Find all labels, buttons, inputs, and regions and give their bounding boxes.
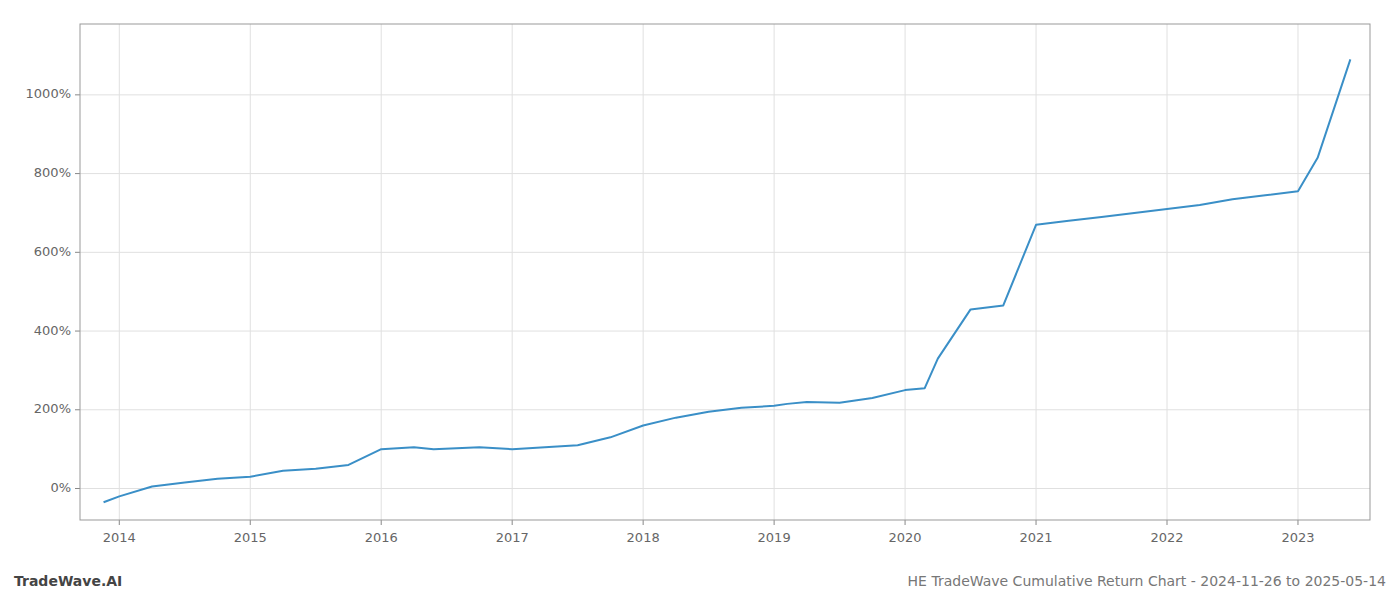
y-grid-line <box>80 488 1370 489</box>
x-tick-label: 2023 <box>1281 530 1314 545</box>
x-tick <box>1167 520 1168 525</box>
x-grid-line <box>905 24 906 520</box>
x-tick <box>1297 520 1298 525</box>
y-tick <box>75 409 80 410</box>
x-grid-line <box>643 24 644 520</box>
x-tick <box>381 520 382 525</box>
line <box>104 59 1351 502</box>
axes: 0% 200% 400% 600% 800% 1000% 2014 2015 2016 2017 2… <box>26 24 1370 545</box>
y-tick-label: 800% <box>34 165 71 180</box>
x-grid-line <box>381 24 382 520</box>
x-tick-label: 2022 <box>1150 530 1183 545</box>
plot-frame <box>80 24 1370 520</box>
x-tick-label: 2017 <box>496 530 529 545</box>
x-grid-line <box>512 24 513 520</box>
x-tick-label: 2018 <box>627 530 660 545</box>
y-grid-line <box>80 331 1370 332</box>
y-tick <box>75 331 80 332</box>
x-tick-label: 2016 <box>365 530 398 545</box>
y-tick <box>75 252 80 253</box>
y-grid-line <box>80 252 1370 253</box>
x-tick <box>119 520 120 525</box>
x-tick <box>1036 520 1037 525</box>
x-tick <box>512 520 513 525</box>
x-tick-label: 2021 <box>1019 530 1052 545</box>
x-tick <box>250 520 251 525</box>
x-tick <box>774 520 775 525</box>
x-grid-line <box>774 24 775 520</box>
title: HE TradeWave Cumulative Return Chart - 2… <box>908 573 1386 589</box>
y-tick <box>75 488 80 489</box>
x-tick-label: 2015 <box>234 530 267 545</box>
x-grid-line <box>1036 24 1037 520</box>
y-tick <box>75 94 80 95</box>
x-grid-line <box>1167 24 1168 520</box>
x-tick-label: 2020 <box>889 530 922 545</box>
y-tick-label: 200% <box>34 401 71 416</box>
y-tick-label: 0% <box>50 480 71 495</box>
y-grid-line <box>80 94 1370 95</box>
x-tick-label: 2014 <box>103 530 136 545</box>
y-grid-line <box>80 173 1370 174</box>
chart: 0% 200% 400% 600% 800% 1000% 2014 2015 2016 2017 2… <box>0 0 1400 600</box>
x-tick-label: 2019 <box>758 530 791 545</box>
x-tick <box>905 520 906 525</box>
y-tick-label: 600% <box>34 244 71 259</box>
x-tick <box>643 520 644 525</box>
grid <box>80 24 1370 520</box>
background <box>0 0 1400 600</box>
x-grid-line <box>119 24 120 520</box>
y-tick-label: 400% <box>34 323 71 338</box>
series <box>104 59 1351 502</box>
y-tick <box>75 173 80 174</box>
x-grid-line <box>1297 24 1298 520</box>
watermark: TradeWave.AI <box>14 573 122 589</box>
x-grid-line <box>250 24 251 520</box>
y-tick-label: 1000% <box>26 86 71 101</box>
